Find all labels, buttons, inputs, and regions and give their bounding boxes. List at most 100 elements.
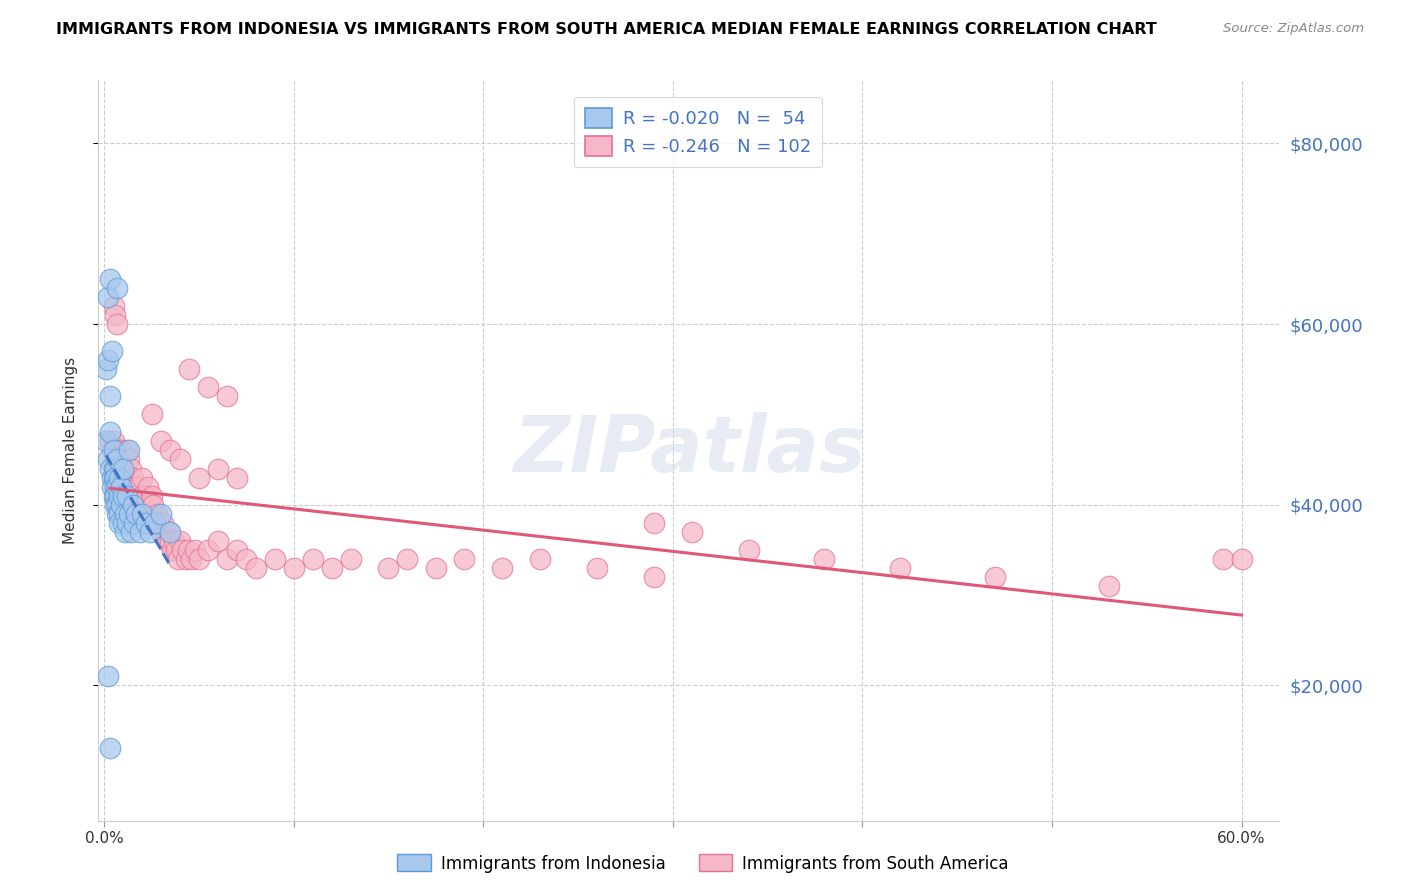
Point xyxy=(121,498,143,512)
Point xyxy=(339,551,361,566)
Point xyxy=(103,470,125,484)
Point xyxy=(156,533,179,548)
Point xyxy=(121,489,143,503)
Point xyxy=(149,434,172,449)
Point xyxy=(103,489,125,503)
Point xyxy=(100,470,122,484)
Point xyxy=(138,524,160,539)
Point xyxy=(184,542,207,557)
Point xyxy=(1230,551,1253,566)
Point xyxy=(377,561,399,575)
Point xyxy=(105,479,128,493)
Point xyxy=(131,507,153,521)
Point xyxy=(124,498,146,512)
Point xyxy=(104,308,127,322)
Point xyxy=(100,344,122,359)
Point xyxy=(105,470,128,484)
Point xyxy=(94,362,117,376)
Point xyxy=(124,479,146,493)
Point xyxy=(301,551,323,566)
Point xyxy=(118,479,141,493)
Point xyxy=(105,281,128,295)
Point xyxy=(170,542,193,557)
Point xyxy=(141,489,163,503)
Point xyxy=(104,470,127,484)
Point xyxy=(110,443,132,458)
Point xyxy=(131,489,153,503)
Point xyxy=(127,479,149,493)
Point xyxy=(217,389,239,403)
Point xyxy=(225,470,247,484)
Point xyxy=(235,551,257,566)
Point xyxy=(586,561,609,575)
Y-axis label: Median Female Earnings: Median Female Earnings xyxy=(63,357,77,544)
Point xyxy=(984,570,1007,584)
Text: IMMIGRANTS FROM INDONESIA VS IMMIGRANTS FROM SOUTH AMERICA MEDIAN FEMALE EARNING: IMMIGRANTS FROM INDONESIA VS IMMIGRANTS … xyxy=(56,22,1157,37)
Point xyxy=(197,542,219,557)
Point xyxy=(103,443,125,458)
Point xyxy=(118,452,141,467)
Point xyxy=(108,507,131,521)
Point xyxy=(98,741,121,756)
Point xyxy=(112,470,135,484)
Point xyxy=(136,479,159,493)
Point xyxy=(97,452,120,467)
Point xyxy=(157,524,180,539)
Point xyxy=(217,551,239,566)
Point xyxy=(245,561,267,575)
Point xyxy=(98,461,121,475)
Point xyxy=(98,434,121,449)
Point xyxy=(149,507,172,521)
Point xyxy=(105,452,128,467)
Text: Source: ZipAtlas.com: Source: ZipAtlas.com xyxy=(1223,22,1364,36)
Point xyxy=(120,489,142,503)
Point xyxy=(681,524,703,539)
Legend: Immigrants from Indonesia, Immigrants from South America: Immigrants from Indonesia, Immigrants fr… xyxy=(391,847,1015,880)
Point xyxy=(98,272,121,286)
Point xyxy=(225,542,247,557)
Point xyxy=(176,542,198,557)
Point xyxy=(94,434,117,449)
Point xyxy=(97,290,120,304)
Point xyxy=(135,516,157,530)
Point xyxy=(167,551,190,566)
Point xyxy=(396,551,419,566)
Point xyxy=(207,533,229,548)
Point xyxy=(104,498,127,512)
Point xyxy=(105,443,128,458)
Point xyxy=(100,479,122,493)
Point xyxy=(179,362,201,376)
Point xyxy=(98,389,121,403)
Point xyxy=(889,561,911,575)
Point xyxy=(643,516,665,530)
Point xyxy=(169,533,191,548)
Point xyxy=(159,533,181,548)
Point xyxy=(1098,579,1121,593)
Point xyxy=(152,516,174,530)
Point xyxy=(124,516,146,530)
Point xyxy=(104,479,127,493)
Point xyxy=(108,489,131,503)
Point xyxy=(165,542,187,557)
Point xyxy=(141,507,163,521)
Point xyxy=(146,507,169,521)
Point xyxy=(105,507,128,521)
Point xyxy=(108,479,131,493)
Point xyxy=(263,551,285,566)
Point xyxy=(197,380,219,394)
Legend: R = -0.020   N =  54, R = -0.246   N = 102: R = -0.020 N = 54, R = -0.246 N = 102 xyxy=(574,96,821,168)
Point xyxy=(187,470,209,484)
Point xyxy=(129,498,152,512)
Point xyxy=(321,561,343,575)
Point xyxy=(453,551,475,566)
Point xyxy=(159,524,181,539)
Point xyxy=(127,507,149,521)
Point xyxy=(112,489,135,503)
Point xyxy=(180,551,202,566)
Point xyxy=(103,461,125,475)
Point xyxy=(120,461,142,475)
Point xyxy=(148,516,170,530)
Point xyxy=(118,507,141,521)
Point xyxy=(103,434,125,449)
Point xyxy=(118,443,141,458)
